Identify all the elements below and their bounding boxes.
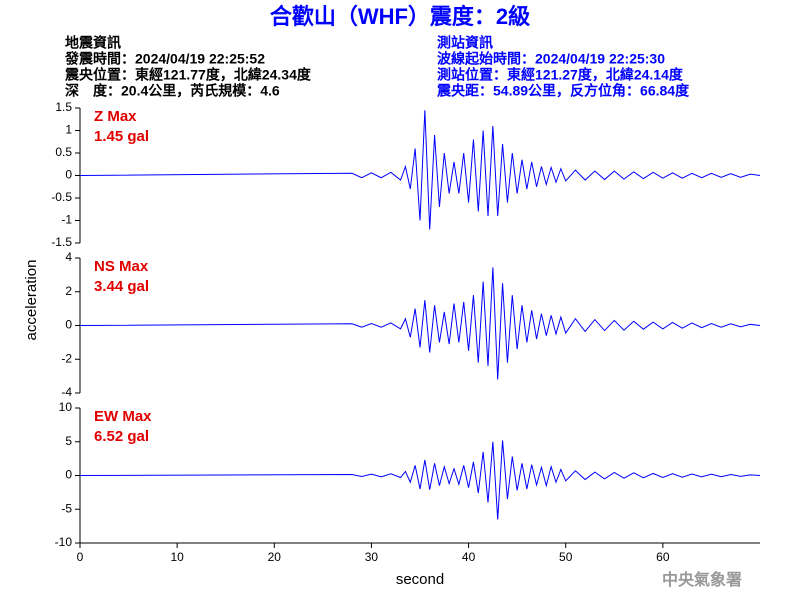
- waveform: [79, 267, 761, 380]
- y-tick-label: -0.5: [51, 190, 72, 204]
- max-annotation: 1.45 gal: [94, 128, 149, 145]
- y-tick-label: -1: [61, 213, 72, 227]
- info-line: 地震資訊: [65, 35, 121, 51]
- max-annotation: 6.52 gal: [94, 428, 149, 445]
- y-tick-label: 0.5: [55, 145, 72, 159]
- y-tick-label: -4: [61, 385, 72, 399]
- x-tick-label: 10: [170, 550, 184, 564]
- info-line: 測站資訊: [437, 35, 493, 51]
- max-annotation: Z Max: [94, 108, 137, 125]
- max-annotation: NS Max: [94, 258, 149, 275]
- y-tick-label: 0: [65, 468, 72, 482]
- y-tick-label: 2: [65, 284, 72, 298]
- waveform: [79, 440, 761, 520]
- info-line: 震央距：54.89公里，反方位角：66.84度: [436, 83, 690, 99]
- max-annotation: 3.44 gal: [94, 278, 149, 295]
- y-tick-label: 5: [65, 434, 72, 448]
- y-tick-label: -10: [55, 535, 73, 549]
- x-tick-label: 30: [365, 550, 379, 564]
- info-line: 深 度：20.4公里，芮氏規模：4.6: [65, 83, 280, 99]
- x-tick-label: 0: [77, 550, 84, 564]
- y-tick-label: 10: [59, 400, 73, 414]
- info-line: 震央位置：東經121.77度，北緯24.34度: [64, 67, 312, 83]
- y-tick-label: 1.5: [55, 100, 72, 114]
- y-tick-label: 0: [65, 318, 72, 332]
- y-tick-label: 0: [65, 168, 72, 182]
- y-tick-label: 4: [65, 250, 72, 264]
- chart-title: 合歡山（WHF）震度：2級: [270, 4, 530, 29]
- info-line: 發震時間：2024/04/19 22:25:52: [64, 51, 265, 67]
- y-axis-label: acceleration: [23, 260, 40, 341]
- info-line: 波線起始時間：2024/04/19 22:25:30: [437, 51, 665, 67]
- max-annotation: EW Max: [94, 408, 152, 425]
- x-tick-label: 20: [268, 550, 282, 564]
- info-line: 測站位置：東經121.27度，北緯24.14度: [437, 67, 684, 83]
- y-tick-label: -1.5: [51, 235, 72, 249]
- y-tick-label: -5: [61, 501, 72, 515]
- x-tick-label: 50: [559, 550, 573, 564]
- footer: 中央氣象署: [662, 570, 742, 589]
- x-axis-label: second: [396, 571, 444, 588]
- x-tick-label: 60: [656, 550, 670, 564]
- y-tick-label: -2: [61, 351, 72, 365]
- waveform: [79, 110, 761, 230]
- x-tick-label: 40: [462, 550, 476, 564]
- y-tick-label: 1: [65, 123, 72, 137]
